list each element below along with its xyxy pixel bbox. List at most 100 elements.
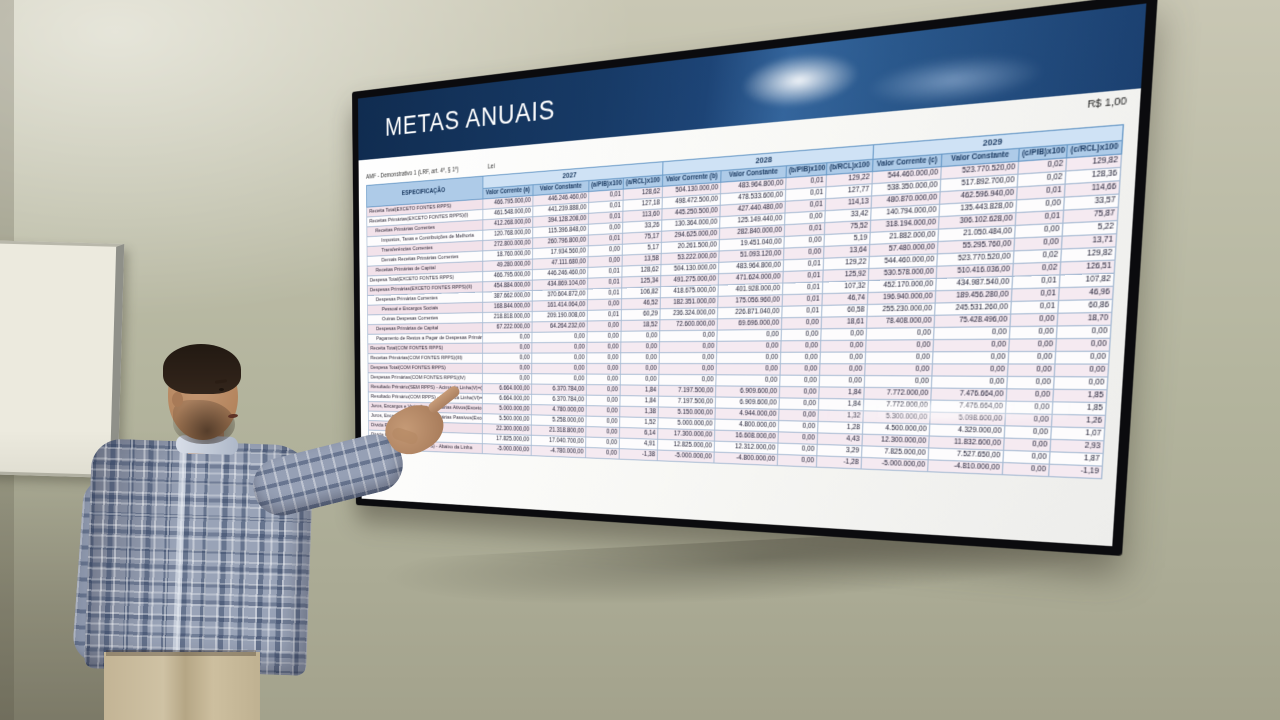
cell-value: 0,00 [780,363,820,376]
cell-value: 46,96 [1058,286,1114,301]
cell-value: 245.531.260,00 [934,301,1012,316]
cell-value: 0,00 [777,454,817,468]
cell-value: 0,00 [482,373,532,385]
cell-value: 0,00 [864,363,933,376]
cell-value: 0,00 [819,375,865,388]
cell-value: 7.772.000,00 [863,387,932,401]
cell-value: 236.324.000,00 [659,307,718,320]
cell-value: 0,02 [1013,249,1062,264]
cell-value: 0,00 [531,352,587,364]
cell-value: 0,00 [783,234,825,249]
cell-value: 18,52 [621,319,660,332]
cell-value: 126,51 [1059,260,1116,275]
cell-value: 60,29 [621,308,661,321]
metas-anuais-table: ESPECIFICAÇÃO 2027 2028 2029 Valor Corrente … [366,124,1124,479]
cell-value: 1,84 [619,395,659,407]
cell-value: 0,00 [620,341,660,353]
cell-value: 226.871.040,00 [717,306,783,319]
cell-value: 0,00 [716,329,782,342]
cell-value: 370.604.872,00 [532,288,588,302]
cell-value: 0,00 [780,352,821,364]
cell-value: 0,00 [865,351,933,364]
cell-value: 125,92 [822,268,869,282]
cell-value: 0,00 [1055,338,1111,352]
cell-value: 125,34 [621,275,661,288]
cell-value: 0,00 [864,375,932,389]
row-label: Despesas Primárias(COM FONTES RPPS)(IV) [368,372,483,384]
currency-note: R$ 1,00 [1086,94,1128,111]
cell-value: 0,00 [620,330,660,343]
tv-screen: METAS ANUAIS R$ 1,00 AMF - Demonstrativo… [352,0,1159,556]
cell-value: 0,00 [586,384,621,396]
cell-value: 0,00 [933,326,1010,340]
law-reference: Lei [487,163,495,171]
cell-value: 218.818.000,00 [482,311,533,323]
presenter-hair [163,344,241,394]
table-row: Receitas Primárias(COM FONTES RPPS)(III)… [367,351,1110,365]
cell-value: 0,00 [531,331,588,343]
cell-value: -1,28 [816,455,862,469]
cell-value: 6.664.000,00 [482,383,532,395]
cell-value: 0,00 [659,330,718,342]
cell-value: 0,00 [587,320,622,332]
cell-value: 0,00 [482,353,532,364]
screen-reflection [811,400,1090,423]
cell-value: 255.230.000,00 [866,303,936,317]
cell-value: 0,00 [932,351,1009,364]
cell-value: 60,58 [821,304,868,318]
cell-value: 182.351.000,00 [660,296,718,309]
cell-value: 0,00 [482,342,532,354]
cell-value: 0,00 [866,327,935,341]
cell-value: 0,00 [531,373,587,385]
cell-value: 1,84 [620,384,659,397]
presenter-eye [219,388,224,391]
cell-value: -4.780.000,00 [531,445,586,458]
cell-value: 0,00 [779,375,820,387]
cell-value: 7.197.500,00 [658,385,716,397]
cell-value: 0,01 [781,305,822,318]
cell-value: 0,00 [1002,462,1050,477]
cell-value: 0,00 [658,363,717,375]
cell-value: 128,62 [621,264,661,278]
cell-value: 0,00 [658,374,717,386]
cell-value: 0,01 [587,309,622,322]
cell-value: -4.810.000,00 [927,459,1003,475]
cell-value: 0,00 [585,447,620,460]
cell-value: 0,00 [1056,325,1112,339]
cell-value: 0,01 [587,266,623,279]
cell-value: 0,00 [1009,325,1058,340]
cell-value: 0,00 [931,363,1009,377]
cell-value: 7.476.664,00 [930,388,1007,402]
cell-value: -5.000.000,00 [861,457,929,472]
cell-value: 0,00 [620,363,660,375]
cell-value: 0,00 [1009,313,1058,327]
cell-value: 129,22 [823,256,870,271]
cell-value: 0,00 [588,244,623,257]
cell-value: 64.264.232,00 [532,321,588,333]
cell-value: 0,00 [716,340,782,353]
cell-value: 0,00 [586,395,621,407]
cell-value: 189.456.280,00 [935,288,1012,304]
cell-value: 0,00 [586,405,620,417]
cell-value: 18,70 [1057,312,1112,326]
cell-value: 0,01 [1011,287,1060,302]
row-label: Despesa Total(COM FONTES RPPS) [367,363,483,374]
cell-value: 1,84 [818,386,865,400]
cell-value: 401.928.000,00 [717,283,783,297]
cell-value: -4.800.000,00 [713,452,778,466]
table-body: Receita Total(EXCETO FONTES RPPS) 466.795… [366,154,1122,479]
presenter-belt [106,650,256,656]
cell-value: 0,00 [586,363,621,375]
cell-value: 0,00 [482,332,533,344]
cell-value: 0,00 [1007,363,1055,377]
presenter-right-sleeve [247,428,409,522]
cell-value: -1,38 [619,448,658,461]
cell-value: 0,00 [620,352,660,364]
cell-value: 0,00 [819,363,866,376]
cell-value: 0,01 [1011,274,1060,289]
cell-value: 0,00 [482,363,532,374]
cell-value: 107,82 [1059,273,1115,288]
cell-value: 0,01 [1010,300,1059,315]
cell-value: 0,00 [586,352,621,364]
cell-value: 418.675.000,00 [660,285,719,298]
